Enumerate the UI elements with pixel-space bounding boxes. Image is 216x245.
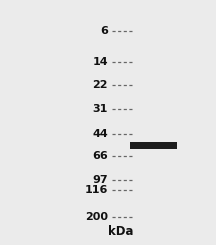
Text: 31: 31 [93, 104, 108, 114]
Text: 200: 200 [85, 212, 108, 222]
Text: 66: 66 [92, 151, 108, 160]
Text: 97: 97 [92, 175, 108, 185]
Text: 116: 116 [85, 185, 108, 195]
Text: 44: 44 [92, 129, 108, 138]
Text: 14: 14 [92, 58, 108, 67]
Text: 6: 6 [100, 26, 108, 36]
Text: kDa: kDa [108, 225, 134, 238]
Bar [130, 142, 177, 149]
Text: 22: 22 [92, 80, 108, 89]
